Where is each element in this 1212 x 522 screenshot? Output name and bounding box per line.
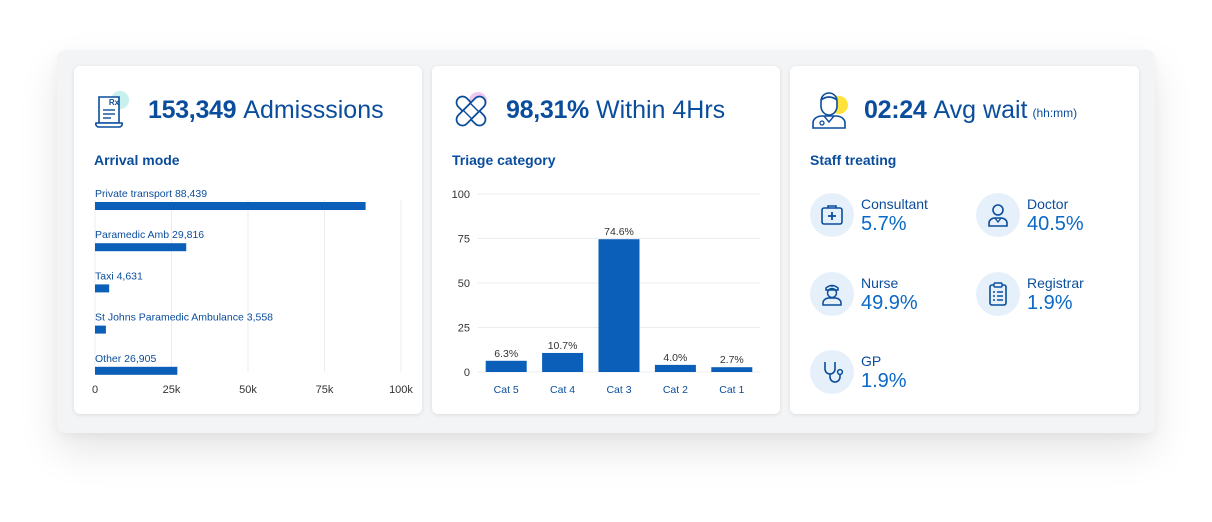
wait-value: 02:24: [864, 95, 927, 124]
admissions-label: Admisssions: [243, 95, 384, 124]
nurse-icon: [810, 272, 854, 316]
data-label: 74.6%: [604, 226, 634, 238]
category-label: Taxi 4,631: [95, 270, 143, 282]
bar: [485, 360, 527, 372]
data-label: 10.7%: [548, 340, 578, 352]
category-label: Other 26,905: [95, 353, 156, 365]
bar: [95, 202, 366, 210]
staff-card: 02:24 Avg wait (hh:mm) Staff treating Co…: [790, 66, 1139, 414]
x-tick-label: 50k: [239, 384, 257, 396]
staff-name: Registrar: [1027, 274, 1084, 291]
data-label: 4.0%: [663, 352, 687, 364]
bar: [711, 367, 753, 372]
data-label: 2.7%: [720, 354, 744, 366]
x-tick-label: 25k: [163, 384, 181, 396]
medical-kit-icon: [810, 193, 854, 237]
category-label: Private transport 88,439: [95, 188, 207, 200]
doctor-icon: [976, 193, 1020, 237]
arrival-mode-chart: 0 25k 50k 75k 100k Private transport 88,439 Pa…: [92, 188, 413, 396]
admissions-card: Rx 153,349 Admisssions Arrival mode 0 25k…: [74, 66, 422, 414]
staff-name: Doctor: [1027, 195, 1069, 212]
staff-consultant: Consultant 5.7%: [810, 193, 928, 237]
bar: [542, 352, 584, 372]
wait-unit: (hh:mm): [1032, 106, 1078, 120]
x-tick-label: Cat 1: [719, 384, 744, 396]
arrival-mode-title: Arrival mode: [94, 152, 180, 168]
admissions-kpi: Rx 153,349 Admisssions: [94, 90, 384, 130]
triage-category-chart: 0 25 50 75 100 6.3% Cat 5 10.7% Cat 4 74.6% Cat 3 4…: [452, 189, 760, 396]
category-label: St Johns Paramedic Ambulance 3,558: [95, 312, 273, 324]
y-tick-label: 75: [458, 234, 470, 246]
x-tick-label: Cat 4: [550, 384, 575, 396]
staff-pct: 49.9%: [861, 291, 918, 314]
staff-name: GP: [861, 352, 882, 369]
y-tick-label: 100: [452, 189, 470, 201]
x-tick-label: Cat 2: [663, 384, 688, 396]
staff-registrar: Registrar 1.9%: [976, 272, 1084, 316]
staff-doctor: Doctor 40.5%: [976, 193, 1084, 237]
triage-category-title: Triage category: [452, 152, 556, 168]
staff-nurse: Nurse 49.9%: [810, 272, 918, 316]
bar: [95, 243, 187, 252]
staff-name: Consultant: [861, 195, 928, 212]
x-tick-label: Cat 5: [494, 384, 519, 396]
staff-pct: 40.5%: [1027, 212, 1084, 235]
triage-value: 98,31%: [506, 95, 589, 124]
triage-label: Within 4Hrs: [596, 95, 726, 124]
y-tick-label: 0: [464, 367, 470, 379]
doctor-avatar-icon: [810, 91, 848, 129]
wait-label: Avg wait: [933, 95, 1028, 124]
x-tick-label: 100k: [389, 384, 413, 396]
bar: [95, 284, 110, 293]
stethoscope-icon: [810, 350, 854, 394]
bar: [95, 325, 106, 334]
staff-pct: 5.7%: [861, 212, 907, 235]
x-tick-label: Cat 3: [606, 384, 631, 396]
y-tick-label: 50: [458, 278, 470, 290]
bandage-icon: [452, 91, 490, 129]
clipboard-icon: [976, 272, 1020, 316]
admissions-value: 153,349: [148, 95, 237, 124]
wait-kpi: 02:24 Avg wait (hh:mm): [810, 90, 1077, 130]
category-label: Paramedic Amb 29,816: [95, 229, 204, 241]
triage-kpi: 98,31% Within 4Hrs: [452, 90, 725, 130]
x-tick-label: 0: [92, 384, 98, 396]
bar: [598, 239, 640, 372]
svg-text:Rx: Rx: [109, 98, 120, 107]
x-tick-label: 75k: [316, 384, 334, 396]
triage-card: 98,31% Within 4Hrs Triage category 0 25 50…: [432, 66, 780, 414]
prescription-document-icon: Rx: [94, 91, 132, 129]
bar: [654, 364, 696, 372]
staff-name: Nurse: [861, 274, 899, 291]
staff-treating-title: Staff treating: [810, 152, 897, 168]
y-tick-label: 25: [458, 323, 470, 335]
bar: [95, 366, 178, 375]
staff-pct: 1.9%: [1027, 291, 1073, 314]
data-label: 6.3%: [494, 348, 518, 360]
staff-gp: GP 1.9%: [810, 350, 907, 394]
staff-pct: 1.9%: [861, 369, 907, 392]
